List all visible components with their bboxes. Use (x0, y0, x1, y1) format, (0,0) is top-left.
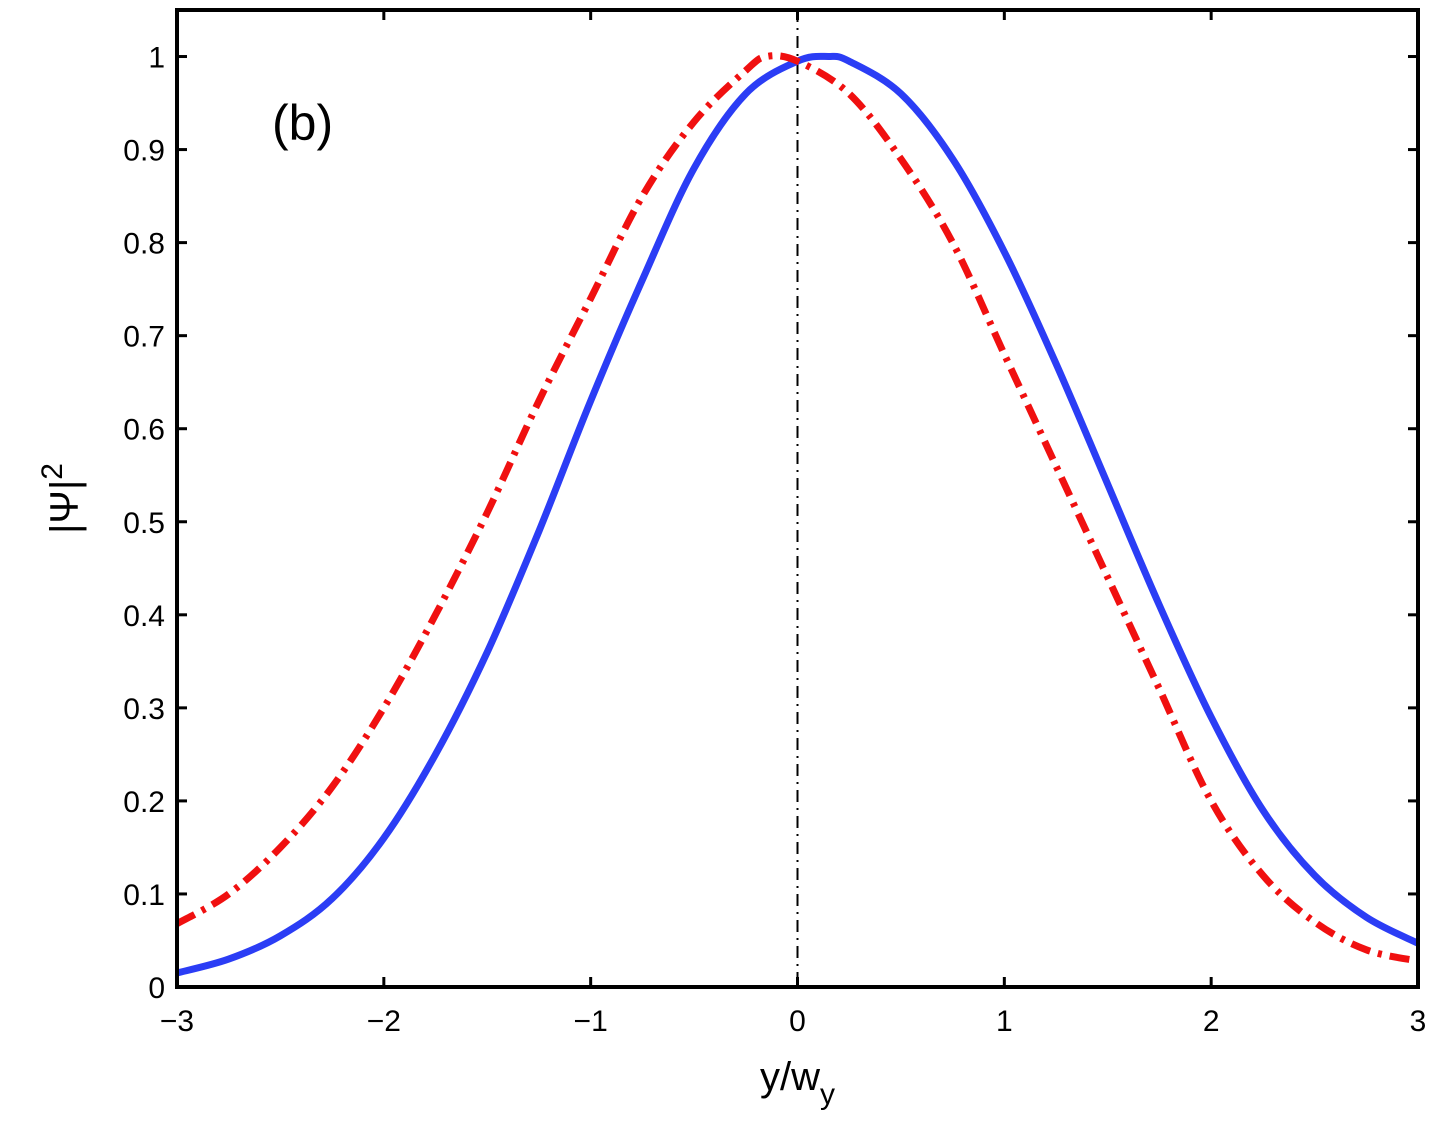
y-tick-label: 0.2 (123, 786, 165, 819)
y-tick-label: 0.3 (123, 693, 165, 726)
y-tick-label: 0.7 (123, 321, 165, 354)
x-tick-label: −2 (367, 1005, 401, 1038)
y-tick-label: 0.8 (123, 228, 165, 261)
panel-label: (b) (272, 95, 333, 151)
x-axis-label-main: y/w (760, 1055, 820, 1099)
y-tick-label: 0.9 (123, 135, 165, 168)
x-tick-label: −3 (160, 1005, 194, 1038)
y-tick-label: 0.6 (123, 414, 165, 447)
y-tick-label: 1 (148, 42, 165, 75)
series-2-line (175, 52, 1419, 965)
x-axis-label: y/wy (760, 1055, 835, 1111)
y-axis-label-main: |Ψ| (43, 480, 87, 534)
x-tick-label: 1 (996, 1005, 1013, 1038)
y-tick-label: 0.4 (123, 600, 165, 633)
x-tick-label: 2 (1203, 1005, 1220, 1038)
y-tick-label: 0.1 (123, 879, 165, 912)
x-tick-label: 3 (1410, 1005, 1427, 1038)
x-tick-label: 0 (789, 1005, 806, 1038)
tick-labels: −3 −2 −1 0 1 2 3 0 0.1 0.2 0.3 0.4 0.5 0.6 0.7 0.8 0.9 1 (123, 42, 1426, 1038)
plot-area (175, 10, 1420, 987)
x-axis-label-subscript: y (820, 1078, 835, 1111)
x-tick-label: −1 (574, 1005, 608, 1038)
y-axis-label: |Ψ|2 (36, 463, 87, 534)
series-1-line (176, 52, 1420, 977)
y-tick-label: 0.5 (123, 507, 165, 540)
y-axis-label-superscript: 2 (36, 463, 69, 480)
axes-frame (175, 8, 1420, 989)
y-tick-label: 0 (148, 972, 165, 1005)
